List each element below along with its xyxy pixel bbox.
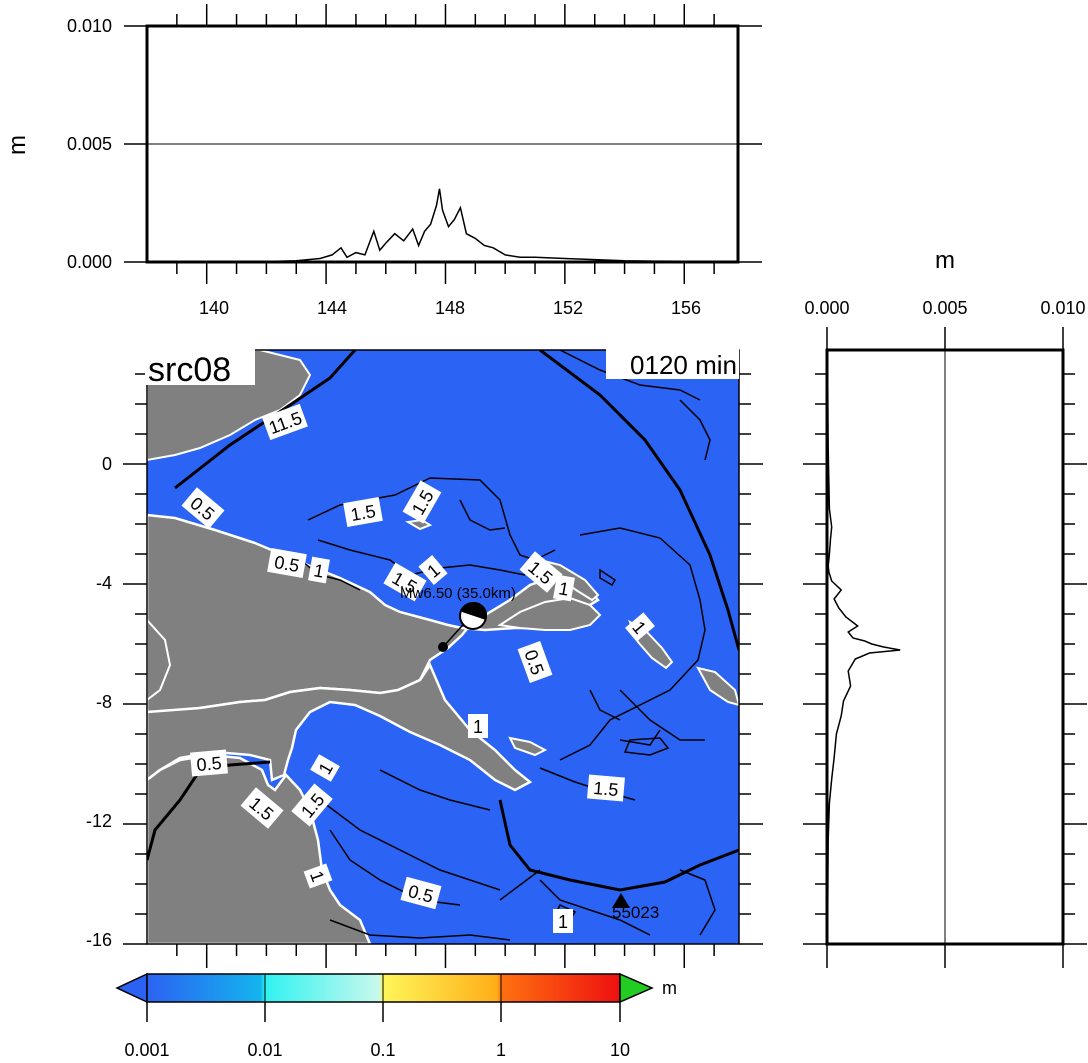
right-panel-frame bbox=[825, 348, 1065, 946]
right-x-unit: m bbox=[935, 247, 955, 274]
contour-label: 1 bbox=[308, 556, 330, 584]
contour-label: 1 bbox=[553, 909, 573, 933]
map-lat-label: -8 bbox=[96, 692, 112, 712]
outer-contour bbox=[147, 350, 739, 892]
contour-label: 0.5 bbox=[190, 749, 228, 777]
top-panel-frame bbox=[145, 24, 740, 264]
new-britain-island bbox=[497, 596, 602, 631]
epicenter-marker bbox=[438, 642, 448, 652]
contour-label-text: 0.5 bbox=[196, 753, 223, 775]
contour-label: 1 bbox=[310, 754, 340, 782]
source-label: src08 bbox=[148, 351, 231, 389]
colorbar-tick-label: 1 bbox=[496, 1040, 506, 1060]
map-lat-label: -16 bbox=[86, 930, 112, 950]
south-coast-land bbox=[147, 662, 533, 792]
top-x-tick-label: 144 bbox=[317, 298, 347, 318]
map-lat-label: 0 bbox=[102, 454, 112, 474]
colorbar-tick-label: 10 bbox=[610, 1040, 630, 1060]
source-label-box bbox=[145, 349, 255, 385]
top-x-tick-label: 156 bbox=[671, 298, 701, 318]
map-lat-label: -12 bbox=[86, 811, 112, 831]
top-y-tick-label: 0.005 bbox=[67, 134, 112, 154]
top-y-tick-label: 0.010 bbox=[67, 16, 112, 36]
right-series-line bbox=[826, 349, 901, 945]
contour-label: 1.5 bbox=[343, 497, 383, 527]
time-label-box bbox=[606, 349, 739, 379]
contour-label: 1 bbox=[468, 714, 488, 738]
colorbar-ticks bbox=[146, 1002, 621, 1022]
map-lat-label: -4 bbox=[96, 573, 112, 593]
inner-contour bbox=[299, 350, 711, 941]
top-y-tick-label: 0.000 bbox=[67, 252, 112, 272]
contour-label-text: 1.5 bbox=[593, 778, 620, 800]
top-timeseries-panel: m 0.000 0.005 0.010 140 144 148 152 156 bbox=[4, 4, 762, 318]
quake-label: Mw6.50 (35.0km) bbox=[400, 585, 516, 602]
top-y-unit: m bbox=[4, 135, 31, 155]
dart-station-label: 55023 bbox=[612, 903, 659, 922]
dart-station-triangle bbox=[612, 893, 630, 908]
colorbar-tick-label: 0.1 bbox=[370, 1040, 395, 1060]
top-x-tick-label: 148 bbox=[435, 298, 465, 318]
right-x-tick-label: 0.000 bbox=[804, 298, 849, 318]
right-timeseries-panel: m 0.000 0.005 0.010 bbox=[803, 247, 1087, 968]
contour-label: 0.5 bbox=[267, 548, 307, 578]
contour-label-text: 0.5 bbox=[273, 552, 301, 576]
contour-label: 1 bbox=[418, 555, 448, 585]
contour-label: 0.5 bbox=[400, 876, 442, 910]
louisiade-islands bbox=[508, 736, 548, 757]
contour-label: 1 bbox=[553, 574, 575, 602]
top-x-ticks bbox=[176, 4, 715, 284]
contour-label-text: 1 bbox=[473, 717, 483, 737]
west-papua-land bbox=[147, 618, 172, 702]
contour-label: 1 bbox=[625, 612, 655, 642]
map-frame bbox=[146, 349, 740, 945]
colorbar-over-arrow bbox=[619, 972, 654, 1004]
top-x-tick-label: 140 bbox=[199, 298, 229, 318]
colorbar-tick-label: 0.001 bbox=[124, 1040, 169, 1060]
colorbar-unit: m bbox=[662, 978, 677, 998]
contour-label: 1.5 bbox=[587, 774, 625, 802]
contour-label-text: 1 bbox=[558, 912, 568, 932]
focal-mechanism-compression bbox=[462, 602, 487, 620]
contour-label-text: 1.5 bbox=[349, 501, 377, 525]
manus-island bbox=[405, 518, 433, 531]
right-x-tick-label: 0.010 bbox=[1040, 298, 1085, 318]
solomon-islands bbox=[696, 666, 739, 707]
map-panel: 11.5 0.5 1.5 1.5 0.5 1 1.5 1 1.5 1 0.5 1… bbox=[86, 349, 763, 968]
contour-label-text: 1 bbox=[312, 560, 325, 581]
right-y-ticks bbox=[803, 373, 1087, 945]
map-ticks bbox=[123, 373, 763, 968]
top-series-line bbox=[147, 188, 739, 263]
colorbar-under-arrow bbox=[115, 972, 148, 1004]
right-x-tick-label: 0.005 bbox=[922, 298, 967, 318]
colorbar: m 0.001 0.01 0.1 1 10 bbox=[115, 972, 677, 1060]
colorbar-tick-label: 0.01 bbox=[247, 1040, 282, 1060]
top-x-tick-label: 152 bbox=[553, 298, 583, 318]
time-label: 0120 min bbox=[630, 350, 737, 380]
contour-label: 1 bbox=[303, 863, 333, 889]
contour-label-text: 1 bbox=[557, 578, 570, 599]
